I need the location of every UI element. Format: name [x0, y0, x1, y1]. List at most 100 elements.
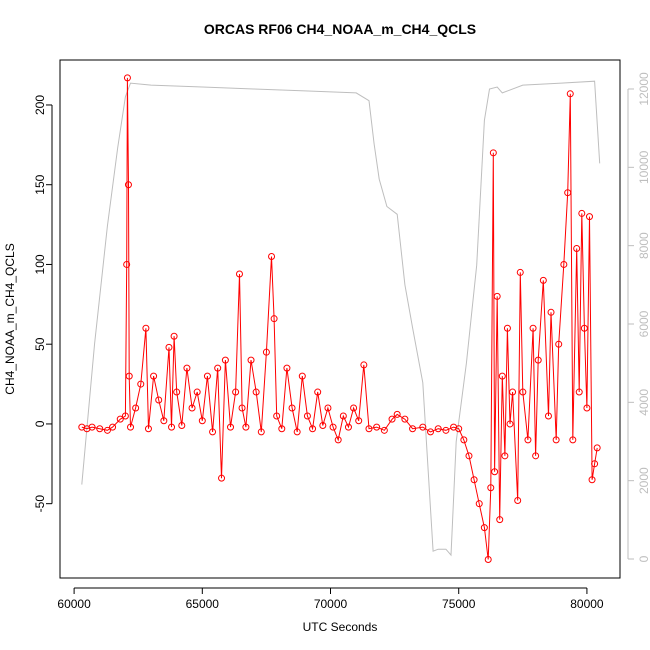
data-point: [170, 332, 178, 340]
data-point: [442, 426, 450, 434]
x-tick-label: 75000: [442, 597, 476, 611]
plot-frame: [59, 59, 621, 579]
data-point: [427, 428, 435, 436]
data-point: [552, 436, 560, 444]
data-point: [344, 423, 352, 431]
data-point: [198, 417, 206, 425]
data-point: [123, 74, 131, 82]
data-point: [373, 423, 381, 431]
data-point: [329, 423, 337, 431]
data-point: [593, 444, 601, 452]
data-point: [142, 324, 150, 332]
data-point: [393, 410, 401, 418]
data-point: [303, 412, 311, 420]
data-point: [532, 452, 540, 460]
data-point: [116, 415, 124, 423]
data-point: [188, 404, 196, 412]
data-point: [534, 356, 542, 364]
data-point: [150, 372, 158, 380]
data-point: [103, 426, 111, 434]
data-point: [123, 260, 131, 268]
data-point: [173, 388, 181, 396]
data-point: [583, 404, 591, 412]
y-tick-label: -50: [33, 495, 47, 513]
data-point: [283, 364, 291, 372]
y2-tick-label: 8000: [637, 232, 650, 259]
data-point: [588, 476, 596, 484]
data-point: [569, 436, 577, 444]
data-point: [355, 417, 363, 425]
data-point: [465, 452, 473, 460]
data-point: [498, 372, 506, 380]
data-point: [127, 423, 135, 431]
data-point: [193, 388, 201, 396]
data-point: [183, 364, 191, 372]
y-tick-label: 150: [33, 174, 47, 194]
data-point: [252, 388, 260, 396]
data-point: [309, 425, 317, 433]
data-point: [268, 252, 276, 260]
data-point: [409, 425, 417, 433]
data-point: [132, 404, 140, 412]
data-point: [578, 209, 586, 217]
y2-tick-label: 4000: [637, 389, 650, 416]
data-point: [460, 436, 468, 444]
data-point: [137, 380, 145, 388]
series-line: [81, 77, 598, 560]
y2-tick-label: 6000: [637, 310, 650, 337]
y-axis-label: CH4_NOAA_m_CH4_QCLS: [3, 243, 17, 394]
data-point: [470, 476, 478, 484]
data-point: [124, 181, 132, 189]
data-point: [238, 404, 246, 412]
data-point: [380, 426, 388, 434]
data-point: [319, 422, 327, 430]
data-point: [547, 308, 555, 316]
data-point: [480, 524, 488, 532]
data-point: [257, 428, 265, 436]
data-point: [227, 423, 235, 431]
data-point: [501, 452, 509, 460]
x-tick-label: 60000: [57, 597, 91, 611]
data-point: [278, 425, 286, 433]
data-point: [242, 423, 250, 431]
data-point: [232, 388, 240, 396]
data-point: [270, 315, 278, 323]
data-point: [566, 90, 574, 98]
data-point: [96, 425, 104, 433]
data-point: [235, 270, 243, 278]
data-point: [519, 388, 527, 396]
data-point: [247, 356, 255, 364]
y-tick-label: 100: [33, 254, 47, 274]
data-point: [109, 423, 117, 431]
data-point: [506, 420, 514, 428]
data-point: [573, 245, 581, 253]
data-point: [334, 436, 342, 444]
data-point: [121, 412, 129, 420]
data-point: [262, 348, 270, 356]
data-point: [155, 396, 163, 404]
data-point: [273, 412, 281, 420]
data-point: [434, 425, 442, 433]
data-point: [360, 361, 368, 369]
data-point: [503, 324, 511, 332]
y-tick-label: 200: [33, 95, 47, 115]
y2-tick-label: 10000: [637, 150, 650, 184]
x-axis-label: UTC Seconds: [303, 620, 378, 634]
data-point: [555, 340, 563, 348]
data-point: [314, 388, 322, 396]
data-point: [419, 423, 427, 431]
data-point: [524, 436, 532, 444]
data-point: [388, 415, 396, 423]
data-point: [218, 474, 226, 482]
data-point: [293, 428, 301, 436]
data-point: [209, 428, 217, 436]
data-point: [365, 425, 373, 433]
data-point: [178, 422, 186, 430]
data-point: [203, 372, 211, 380]
data-point: [539, 276, 547, 284]
data-point: [580, 324, 588, 332]
data-point: [484, 556, 492, 563]
data-point: [529, 324, 537, 332]
data-point: [221, 356, 229, 364]
